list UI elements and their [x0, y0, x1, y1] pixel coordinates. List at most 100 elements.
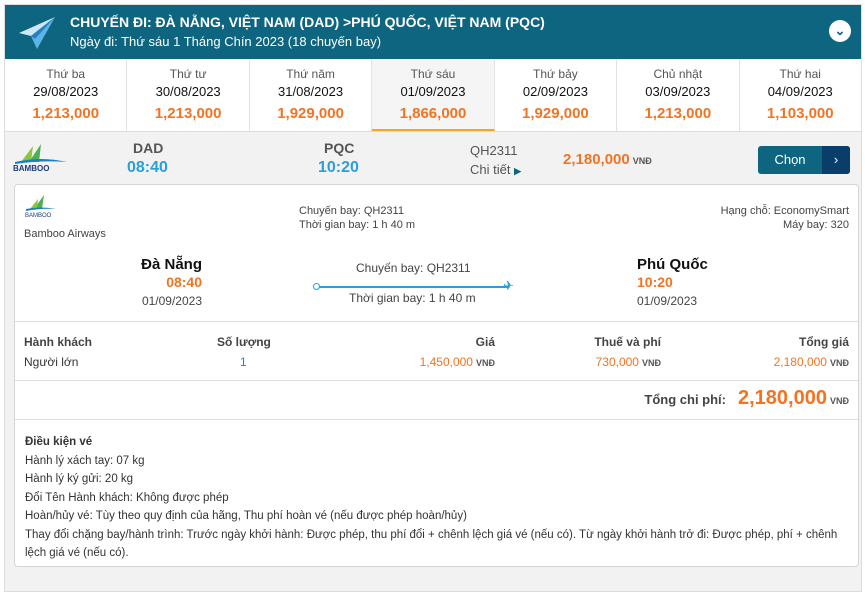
flight-detail-card: BAMBOO Bamboo Airways Chuyến bay: QH2311…	[14, 184, 859, 567]
date-tab[interactable]: Chủ nhật 03/09/2023 1,213,000	[617, 59, 740, 131]
flight-label: Chuyến bay: QH2311	[299, 205, 404, 217]
details-link[interactable]: Chi tiết ▶	[470, 162, 521, 177]
destination-time: 10:20	[637, 274, 673, 290]
grand-total: Tổng chi phí: 2,180,000 VNĐ	[644, 387, 849, 410]
col-price: Giá	[475, 335, 495, 349]
svg-text:BAMBOO: BAMBOO	[13, 164, 49, 173]
condition-line: Hành lý xách tay: 07 kg	[25, 454, 145, 467]
select-button[interactable]: Chọn ›	[758, 146, 850, 174]
col-quantity: Số lượng	[217, 335, 271, 349]
quantity: 1	[240, 355, 247, 369]
price-value: 2,180,000	[563, 151, 630, 168]
flight-number: QH2311	[470, 143, 518, 158]
origin-time: 08:40	[166, 274, 202, 290]
origin-code: DAD	[133, 140, 164, 156]
weekday: Thứ sáu	[410, 67, 456, 81]
date: 01/09/2023	[400, 84, 466, 99]
date: 31/08/2023	[278, 84, 344, 99]
grand-total-label: Tổng chi phí:	[644, 392, 726, 407]
arrive-time: 10:20	[318, 159, 359, 176]
weekday: Thứ tư	[169, 67, 207, 81]
fare-tax: 730,000 VNĐ	[596, 355, 661, 369]
flight-price: 2,180,000 VNĐ	[563, 151, 652, 168]
conditions-title: Điều kiện vé	[25, 436, 93, 448]
date-tab[interactable]: Thứ ba 29/08/2023 1,213,000	[5, 59, 128, 131]
date-tab[interactable]: Thứ năm 31/08/2023 1,929,000	[250, 59, 373, 131]
divider	[15, 419, 858, 420]
caret-right-icon: ▶	[514, 166, 522, 176]
origin-dot-icon	[313, 283, 320, 290]
destination-date: 01/09/2023	[637, 294, 698, 308]
weekday: Chủ nhật	[653, 67, 703, 81]
date-tab[interactable]: Thứ sáu 01/09/2023 1,866,000	[372, 59, 495, 131]
destination-city: Phú Quốc	[637, 256, 708, 273]
total-value: 2,180,000	[773, 355, 827, 369]
date-tab[interactable]: Thứ tư 30/08/2023 1,213,000	[127, 59, 250, 131]
route-line	[317, 286, 509, 288]
date: 02/09/2023	[522, 84, 588, 99]
condition-line: Hoàn/hủy vé: Tùy theo quy định của hãng,…	[25, 510, 467, 522]
lowest-price: 1,866,000	[399, 105, 467, 122]
date-tab[interactable]: Thứ hai 04/09/2023 1,103,000	[740, 59, 861, 131]
origin-date: 01/09/2023	[141, 294, 202, 308]
weekday: Thứ bảy	[533, 67, 578, 81]
date: 29/08/2023	[33, 84, 99, 99]
price-value: 1,450,000	[419, 355, 473, 369]
seat-class: Hạng chỗ: EconomySmart	[720, 205, 849, 217]
fare-price: 1,450,000 VNĐ	[420, 355, 495, 369]
condition-line: Hành lý ký gửi: 20 kg	[25, 473, 134, 485]
route-duration: Thời gian bay: 1 h 40 m	[349, 291, 476, 305]
lowest-price: 1,213,000	[32, 105, 100, 122]
lowest-price: 1,213,000	[644, 105, 712, 122]
route-flight-label: Chuyến bay: QH2311	[356, 261, 471, 275]
condition-line: Thay đổi chặng bay/hành trình: Trước ngà…	[25, 528, 838, 560]
destination-code: PQC	[324, 140, 355, 156]
trip-subtitle: Ngày đi: Thứ sáu 1 Tháng Chín 2023 (18 c…	[70, 34, 382, 49]
date: 04/09/2023	[767, 84, 833, 99]
condition-line: Đổi Tên Hành khách: Không được phép	[25, 491, 229, 504]
details-label: Chi tiết	[470, 162, 511, 177]
trip-title: CHUYẾN ĐI: ĐÀ NẴNG, VIỆT NAM (DAD) >PHÚ …	[70, 14, 545, 30]
col-passenger: Hành khách	[24, 335, 93, 349]
weekday: Thứ hai	[779, 67, 821, 81]
col-tax: Thuế và phí	[594, 335, 661, 349]
duration: Thời gian bay: 1 h 40 m	[299, 219, 416, 231]
weekday: Thứ năm	[286, 67, 335, 81]
lowest-price: 1,213,000	[154, 105, 222, 122]
currency: VNĐ	[641, 358, 661, 368]
date-tab[interactable]: Thứ bảy 02/09/2023 1,929,000	[495, 59, 618, 131]
tax-value: 730,000	[595, 355, 639, 369]
date: 03/09/2023	[645, 84, 711, 99]
flight-result: CHUYẾN ĐI: ĐÀ NẴNG, VIỆT NAM (DAD) >PHÚ …	[4, 4, 862, 592]
currency: VNĐ	[475, 358, 495, 368]
col-total: Tổng giá	[799, 335, 849, 349]
date: 30/08/2023	[155, 84, 221, 99]
chevron-down-icon[interactable]: ⌄	[829, 20, 851, 42]
fare-total: 2,180,000 VNĐ	[774, 355, 849, 369]
bamboo-airways-logo: BAMBOO	[13, 144, 67, 173]
bamboo-airways-logo: BAMBOO	[25, 195, 56, 219]
svg-text:BAMBOO: BAMBOO	[25, 213, 52, 219]
flight-row: BAMBOO DAD 08:40 PQC 10:20 QH2311 Chi ti…	[5, 132, 861, 182]
divider	[15, 380, 858, 381]
ticket-conditions: Điều kiện vé Hành lý xách tay: 07 kg Hàn…	[25, 433, 850, 563]
date-selector: Thứ ba 29/08/2023 1,213,000 Thứ tư 30/08/202…	[5, 59, 861, 132]
trip-header: CHUYẾN ĐI: ĐÀ NẴNG, VIỆT NAM (DAD) >PHÚ …	[5, 5, 861, 59]
currency: VNĐ	[829, 396, 849, 406]
origin-city: Đà Nẵng	[141, 256, 202, 273]
depart-time: 08:40	[127, 159, 168, 176]
select-label: Chọn	[774, 152, 806, 167]
currency: VNĐ	[632, 156, 652, 166]
grand-total-value: 2,180,000	[738, 387, 827, 409]
divider	[15, 321, 858, 322]
currency: VNĐ	[829, 358, 849, 368]
chevron-right-icon: ›	[822, 146, 850, 174]
passenger-type: Người lớn	[24, 355, 79, 369]
lowest-price: 1,929,000	[277, 105, 344, 122]
airplane-icon: ✈	[503, 278, 514, 293]
aircraft: Máy bay: 320	[782, 219, 849, 231]
weekday: Thứ ba	[46, 67, 86, 81]
lowest-price: 1,103,000	[766, 105, 834, 122]
lowest-price: 1,929,000	[522, 105, 589, 122]
airline-name: Bamboo Airways	[24, 228, 106, 240]
